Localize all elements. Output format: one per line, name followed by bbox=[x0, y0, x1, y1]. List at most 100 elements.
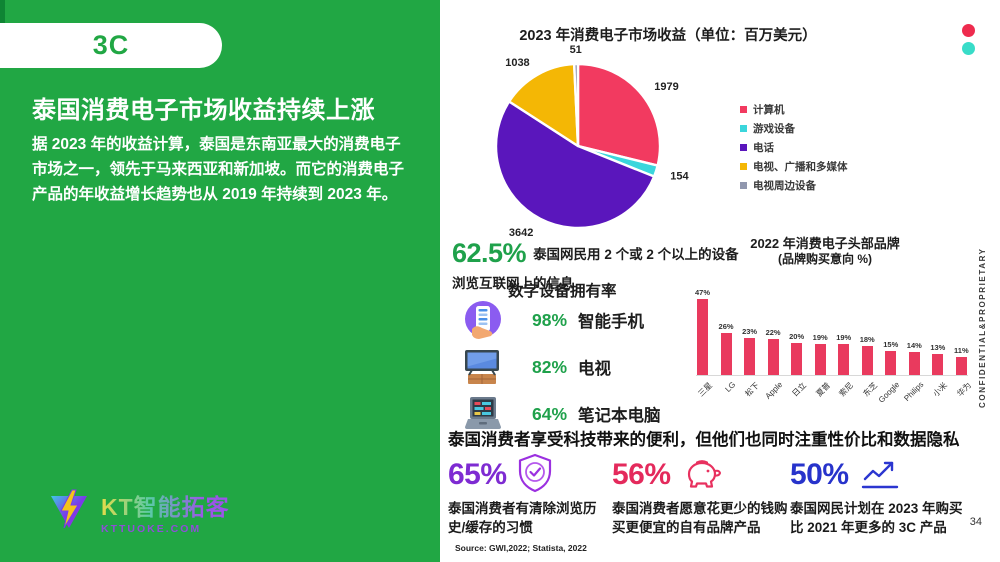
confidential-watermark: CONFIDENTIAL&PROPRIETARY bbox=[978, 247, 987, 408]
legend-item: 电视、广播和多媒体 bbox=[740, 159, 848, 174]
tv-icon bbox=[460, 348, 506, 386]
bar-column: 47% bbox=[695, 288, 711, 375]
section-badge-label: 3C bbox=[92, 30, 130, 60]
legend-label: 游戏设备 bbox=[753, 123, 795, 135]
logo-name: KT智能拓客 bbox=[101, 488, 230, 522]
stat-clear-history: 65% 泰国消费者有清除浏览历史/缓存的习惯 bbox=[448, 453, 610, 538]
ownership-row-tv: 82% 电视 bbox=[460, 347, 661, 387]
stat-value: 50% bbox=[790, 458, 849, 491]
legend-item: 计算机 bbox=[740, 102, 848, 117]
pie-value-label: 51 bbox=[570, 44, 582, 56]
internet-usage-stat: 62.5% 泰国网民用 2 个或 2 个以上的设备浏览互联网上的信息 bbox=[452, 233, 740, 294]
legend-label: 电视、广播和多媒体 bbox=[753, 161, 848, 173]
red-dot-decoration bbox=[962, 24, 975, 37]
bar bbox=[720, 333, 732, 375]
bar-chart-category-axis: 三星 LG 松下 Apple 日立 夏普 索尼 东芝 Google Philips 小米 华为 bbox=[696, 377, 973, 411]
stat-desc: 泰国网民计划在 2023 年购买比 2021 年更多的 3C 产品 bbox=[790, 501, 963, 535]
bar-value-label: 13% bbox=[930, 343, 946, 352]
ownership-label: 笔记本电脑 bbox=[578, 407, 661, 425]
bar-value-label: 19% bbox=[836, 333, 852, 342]
legend-swatch bbox=[740, 106, 747, 113]
ownership-value: 82% bbox=[532, 356, 568, 377]
bar-column: 19% bbox=[836, 333, 852, 375]
bar bbox=[908, 352, 920, 375]
smartphone-icon bbox=[460, 299, 506, 341]
logo: KT智能拓客 KTTUOKE.COM bbox=[46, 486, 230, 537]
bar-column: 23% bbox=[742, 327, 758, 375]
bar-chart-title-text: 2022 年消费电子头部品牌 bbox=[750, 236, 900, 251]
stat-cheaper-brands: 56% 泰国消费者愿意花更少的钱购买更便宜的自有品牌产品 bbox=[612, 455, 790, 538]
slide-paragraph: 据 2023 年的收益计算，泰国是东南亚最大的消费电子市场之一，领先于马来西亚和… bbox=[32, 136, 405, 204]
pie-slice-4 bbox=[572, 62, 580, 148]
bar-column: 22% bbox=[765, 328, 781, 375]
shield-check-icon bbox=[517, 453, 553, 498]
section-badge: 3C bbox=[0, 23, 222, 68]
bar-chart-plot-area: 47% 26% 23% 22% 20% 19% 19% 18% 15% 14% 13% 11% bbox=[695, 285, 969, 376]
legend-item: 游戏设备 bbox=[740, 121, 848, 136]
bar-column: 14% bbox=[906, 341, 922, 375]
growth-chart-icon bbox=[859, 455, 901, 496]
stat-head: 65% bbox=[448, 453, 610, 498]
stat-head: 50% bbox=[790, 455, 970, 495]
bar bbox=[791, 343, 803, 375]
bar bbox=[885, 351, 897, 375]
bar-value-label: 23% bbox=[742, 327, 758, 336]
bar-column: 11% bbox=[954, 346, 969, 375]
legend-swatch bbox=[740, 144, 747, 151]
ownership-rows: 98% 智能手机 82% 电视 bbox=[460, 300, 661, 441]
bar-column: 26% bbox=[718, 322, 734, 375]
logo-texts: KT智能拓客 KTTUOKE.COM bbox=[101, 488, 230, 535]
bar bbox=[955, 357, 967, 375]
legend-label: 计算机 bbox=[753, 104, 785, 116]
bar-value-label: 47% bbox=[695, 288, 711, 297]
bar-value-label: 14% bbox=[906, 341, 922, 350]
legend-item: 电视周边设备 bbox=[740, 178, 848, 193]
stat-desc: 泰国消费者有清除浏览历史/缓存的习惯 bbox=[448, 501, 597, 535]
legend-label: 电话 bbox=[753, 142, 774, 154]
bar-column: 19% bbox=[813, 333, 828, 375]
bar bbox=[838, 344, 850, 375]
internet-usage-value: 62.5% bbox=[452, 238, 527, 268]
bar-column: 13% bbox=[930, 343, 946, 375]
pie-value-label: 154 bbox=[670, 171, 689, 183]
ownership-row-laptop: 64% 笔记本电脑 bbox=[460, 394, 661, 434]
left-panel: 3C 泰国消费电子市场收益持续上涨 据 2023 年的收益计算，泰国是东南亚最大… bbox=[0, 0, 440, 562]
bar bbox=[861, 346, 873, 375]
legend-label: 电视周边设备 bbox=[753, 180, 816, 192]
ownership-value: 98% bbox=[532, 309, 568, 330]
laptop-icon bbox=[460, 395, 506, 433]
teal-dot-decoration bbox=[962, 42, 975, 55]
page-number: 34 bbox=[969, 516, 982, 528]
bar bbox=[814, 344, 826, 375]
stat-value: 56% bbox=[612, 458, 671, 491]
bar-category-cell: 华为 bbox=[955, 377, 973, 411]
ownership-row-smartphone: 98% 智能手机 bbox=[460, 300, 661, 340]
bar-value-label: 26% bbox=[718, 322, 734, 331]
ownership-heading: 数字设备拥有率 bbox=[508, 283, 617, 300]
bar-chart-title: 2022 年消费电子头部品牌 (品牌购买意向 %) bbox=[700, 236, 950, 267]
legend-swatch bbox=[740, 163, 747, 170]
bottom-heading: 泰国消费者享受科技带来的便利，但他们也同时注重性价比和数据隐私 bbox=[448, 431, 960, 449]
internet-usage-desc: 泰国网民用 2 个或 2 个以上的设备浏览互联网上的信息 bbox=[452, 247, 739, 291]
legend-swatch bbox=[740, 182, 747, 189]
stat-buy-more-3c: 50% 泰国网民计划在 2023 年购买比 2021 年更多的 3C 产品 bbox=[790, 455, 970, 538]
bar-column: 20% bbox=[789, 332, 804, 375]
bar-column: 15% bbox=[883, 340, 899, 375]
bar-value-label: 22% bbox=[765, 328, 781, 337]
source-note: Source: GWI,2022; Statista, 2022 bbox=[455, 543, 587, 553]
pie-chart: 1979 154 3642 1038 51 bbox=[494, 44, 690, 239]
stat-desc: 泰国消费者愿意花更少的钱购买更便宜的自有品牌产品 bbox=[612, 501, 788, 535]
pie-slice-2 bbox=[494, 100, 656, 230]
pie-slice-0 bbox=[576, 62, 662, 167]
pie-chart-title: 2023 年消费电子市场收益（单位：百万美元） bbox=[519, 28, 817, 44]
bar-value-label: 11% bbox=[954, 346, 969, 355]
pie-legend: 计算机游戏设备电话电视、广播和多媒体 电视周边设备 bbox=[740, 102, 848, 197]
ownership-value: 64% bbox=[532, 403, 568, 424]
bar-value-label: 18% bbox=[859, 335, 875, 344]
pie-value-label: 1979 bbox=[654, 81, 678, 93]
bar-value-label: 15% bbox=[883, 340, 899, 349]
legend-item: 电话 bbox=[740, 140, 848, 155]
bar-chart-subtitle: (品牌购买意向 %) bbox=[778, 251, 872, 266]
stat-value: 65% bbox=[448, 458, 507, 491]
